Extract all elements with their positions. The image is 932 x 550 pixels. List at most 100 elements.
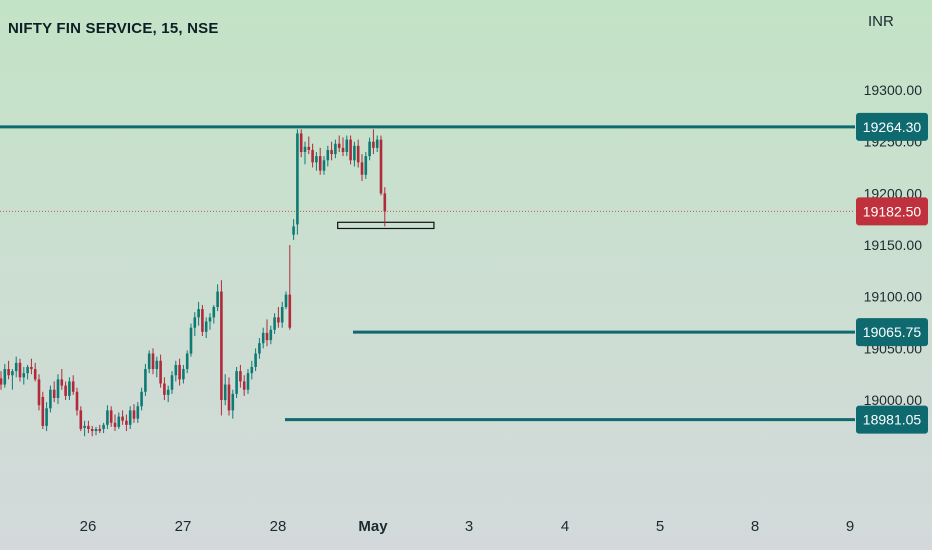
currency-label: INR — [868, 13, 894, 30]
candle-body — [299, 133, 303, 153]
candle — [372, 129, 375, 155]
candle-body — [178, 364, 181, 380]
candle-body — [30, 366, 33, 370]
candle-body — [26, 366, 29, 374]
candle-body — [265, 332, 269, 341]
candle — [33, 362, 37, 382]
candle — [368, 137, 371, 161]
x-tick-label: 8 — [751, 518, 759, 535]
candle — [11, 369, 14, 390]
candle — [151, 348, 155, 375]
candle-body — [45, 408, 48, 426]
candle — [220, 280, 223, 416]
candle — [94, 426, 98, 436]
candle — [178, 358, 181, 386]
candle-body — [163, 383, 166, 395]
candle — [125, 414, 128, 432]
candle-body — [318, 156, 322, 171]
candle-body — [94, 428, 98, 432]
candle — [326, 145, 330, 167]
y-tick-label: 19000.00 — [864, 392, 923, 408]
candle — [87, 420, 90, 434]
candle-body — [208, 317, 212, 322]
price-badge: 19182.50 — [856, 197, 928, 226]
price-badge-background — [856, 405, 928, 434]
price-badge: 19264.30 — [856, 112, 928, 141]
candle-body — [11, 371, 14, 376]
candle — [7, 360, 10, 380]
candle — [197, 301, 200, 326]
price-badge: 19065.75 — [856, 318, 928, 347]
candle — [307, 136, 311, 155]
candle-body — [3, 369, 7, 385]
candle — [182, 364, 185, 384]
candle-body — [364, 156, 368, 175]
candle-body — [277, 317, 280, 323]
candle — [189, 323, 193, 357]
y-tick-label: 19100.00 — [864, 289, 923, 305]
y-tick-label: 19200.00 — [864, 185, 923, 201]
candle-body — [201, 309, 204, 332]
candle-body — [41, 396, 45, 426]
candle-body — [109, 410, 113, 423]
candle-body — [79, 410, 83, 429]
candle-body — [14, 362, 18, 372]
candle — [273, 313, 276, 334]
candle — [49, 385, 52, 413]
candle — [227, 377, 231, 416]
candle-body — [136, 406, 140, 419]
candle-body — [193, 317, 197, 328]
horizontal-levels[interactable] — [0, 125, 855, 422]
price-badge: 18981.05 — [856, 405, 928, 434]
candle — [337, 135, 341, 153]
candle-body — [288, 294, 292, 328]
candle-body — [147, 353, 151, 370]
candle-body — [49, 389, 52, 409]
candle — [383, 187, 387, 227]
candle — [250, 360, 254, 380]
candle-body — [326, 149, 330, 161]
candle-body — [375, 139, 379, 148]
candle-body — [216, 291, 219, 308]
candle — [318, 147, 322, 175]
candle-body — [52, 389, 56, 398]
price-badge-label: 19065.75 — [863, 324, 922, 340]
candle-body — [261, 332, 265, 344]
candle — [56, 374, 60, 405]
candle — [353, 141, 356, 167]
candle-body — [83, 425, 86, 428]
candle — [193, 312, 197, 336]
x-tick-label: 3 — [465, 518, 473, 535]
x-tick-label: 28 — [270, 518, 287, 535]
candle-body — [372, 141, 375, 148]
candle — [30, 358, 33, 375]
candle — [52, 381, 56, 403]
candle — [0, 371, 3, 390]
candle-body — [18, 362, 22, 378]
candle — [128, 406, 132, 429]
candle-body — [330, 149, 333, 155]
candle — [284, 291, 288, 310]
candle — [212, 304, 216, 324]
candle-body — [170, 375, 174, 390]
candle-body — [121, 416, 124, 421]
candle-body — [102, 424, 105, 429]
candle-body — [7, 369, 10, 376]
support-zone-rectangle[interactable] — [337, 221, 435, 230]
price-badge-label: 19264.30 — [863, 119, 922, 135]
candle-body — [242, 381, 246, 390]
candle-body — [311, 149, 314, 163]
candle-body — [379, 139, 383, 194]
x-axis: 26 27 28 May 3 4 5 8 9 — [80, 518, 855, 535]
candle — [334, 139, 337, 159]
candle-body — [307, 146, 311, 150]
candle-body — [144, 369, 147, 392]
candle-body — [132, 410, 136, 419]
candle — [242, 375, 246, 396]
candle-body — [212, 307, 216, 318]
candle-body — [303, 146, 307, 153]
candle — [254, 348, 257, 372]
candle — [216, 284, 219, 312]
